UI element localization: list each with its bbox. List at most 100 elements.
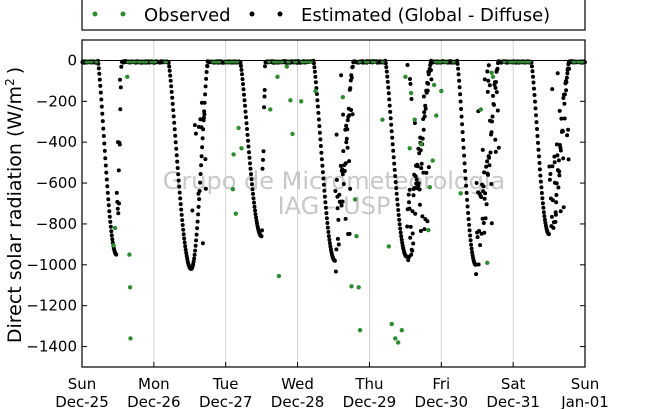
estimated-point	[98, 90, 103, 95]
estimated-point	[202, 109, 207, 114]
y-tick-label: −1200	[26, 297, 77, 315]
estimated-point	[531, 80, 536, 85]
estimated-point	[487, 83, 492, 88]
estimated-point	[119, 64, 124, 69]
estimated-point	[486, 78, 491, 83]
estimated-point	[334, 132, 339, 137]
estimated-point	[332, 258, 337, 263]
estimated-point	[203, 186, 208, 191]
estimated-point	[203, 157, 208, 162]
estimated-point	[425, 88, 430, 93]
estimated-point	[486, 63, 491, 68]
estimated-point	[455, 61, 460, 66]
estimated-point	[323, 200, 328, 205]
estimated-point	[345, 145, 350, 150]
observed-point	[393, 336, 398, 341]
estimated-point	[201, 115, 206, 120]
estimated-point	[412, 121, 417, 125]
estimated-point	[533, 106, 538, 111]
estimated-point	[539, 185, 544, 190]
estimated-point	[409, 97, 414, 101]
x-tick-date-label: Jan-01	[560, 393, 609, 409]
estimated-point	[319, 157, 324, 162]
estimated-point	[428, 68, 433, 73]
observed-point	[290, 131, 295, 137]
estimated-point	[461, 145, 466, 150]
estimated-point	[385, 74, 390, 79]
estimated-point	[397, 222, 402, 227]
estimated-point	[180, 223, 185, 227]
estimated-point	[169, 84, 174, 89]
estimated-point	[204, 76, 209, 81]
estimated-point	[407, 206, 412, 211]
estimated-point	[418, 148, 423, 153]
estimated-point	[495, 108, 500, 113]
estimated-point	[485, 159, 490, 164]
estimated-point	[536, 140, 540, 145]
estimated-point	[311, 61, 316, 66]
estimated-point	[177, 184, 182, 189]
estimated-point	[535, 134, 540, 138]
estimated-point	[470, 250, 475, 255]
x-axis: SunDec-25MonDec-26TueDec-27WedDec-28ThuD…	[55, 362, 609, 409]
x-tick-date-label: Dec-27	[199, 393, 253, 409]
estimated-point	[347, 231, 352, 236]
observed-point	[485, 260, 490, 265]
estimated-point	[326, 234, 331, 239]
estimated-point	[562, 101, 567, 106]
x-tick-date-label: Dec-26	[127, 393, 181, 409]
estimated-point	[176, 178, 181, 183]
estimated-point	[487, 163, 492, 168]
estimated-point	[553, 212, 558, 217]
estimated-point	[241, 87, 246, 92]
estimated-point	[485, 89, 490, 94]
estimated-point	[549, 214, 554, 219]
estimated-point	[429, 77, 434, 82]
estimated-point	[552, 154, 557, 159]
estimated-point	[196, 212, 201, 217]
estimated-point	[480, 216, 485, 221]
estimated-point	[398, 226, 403, 231]
estimated-point	[202, 100, 207, 105]
estimated-point	[392, 161, 397, 166]
estimated-point	[260, 228, 264, 233]
estimated-point	[248, 161, 252, 166]
estimated-point	[169, 89, 174, 94]
estimated-point	[489, 130, 494, 135]
estimated-point	[315, 98, 320, 103]
estimated-point	[546, 232, 551, 237]
estimated-point	[458, 92, 463, 97]
estimated-point	[253, 212, 258, 217]
estimated-point	[321, 176, 326, 181]
estimated-point	[561, 156, 566, 161]
estimated-point	[345, 127, 350, 132]
estimated-point	[325, 221, 330, 225]
estimated-point	[396, 208, 401, 212]
estimated-point	[422, 227, 427, 232]
estimated-point	[554, 181, 559, 186]
estimated-point	[468, 233, 473, 238]
estimated-point	[117, 201, 121, 206]
observed-point	[233, 211, 238, 216]
estimated-point	[239, 64, 243, 68]
estimated-point	[181, 232, 186, 237]
estimated-point	[194, 232, 199, 237]
estimated-point	[555, 153, 560, 158]
estimated-point	[249, 177, 254, 182]
estimated-point	[322, 188, 327, 193]
estimated-point	[344, 140, 349, 145]
estimated-point	[105, 184, 110, 189]
estimated-point	[493, 85, 498, 90]
estimated-point	[101, 126, 106, 131]
estimated-point	[399, 234, 404, 239]
estimated-point	[204, 70, 209, 74]
estimated-point	[350, 112, 355, 117]
estimated-point	[109, 233, 114, 238]
estimated-point	[420, 214, 425, 219]
y-tick-label: −800	[36, 215, 77, 233]
estimated-point	[561, 205, 566, 210]
estimated-point	[244, 121, 249, 126]
estimated-point	[537, 167, 542, 172]
estimated-point	[384, 65, 389, 70]
estimated-point	[557, 108, 562, 113]
